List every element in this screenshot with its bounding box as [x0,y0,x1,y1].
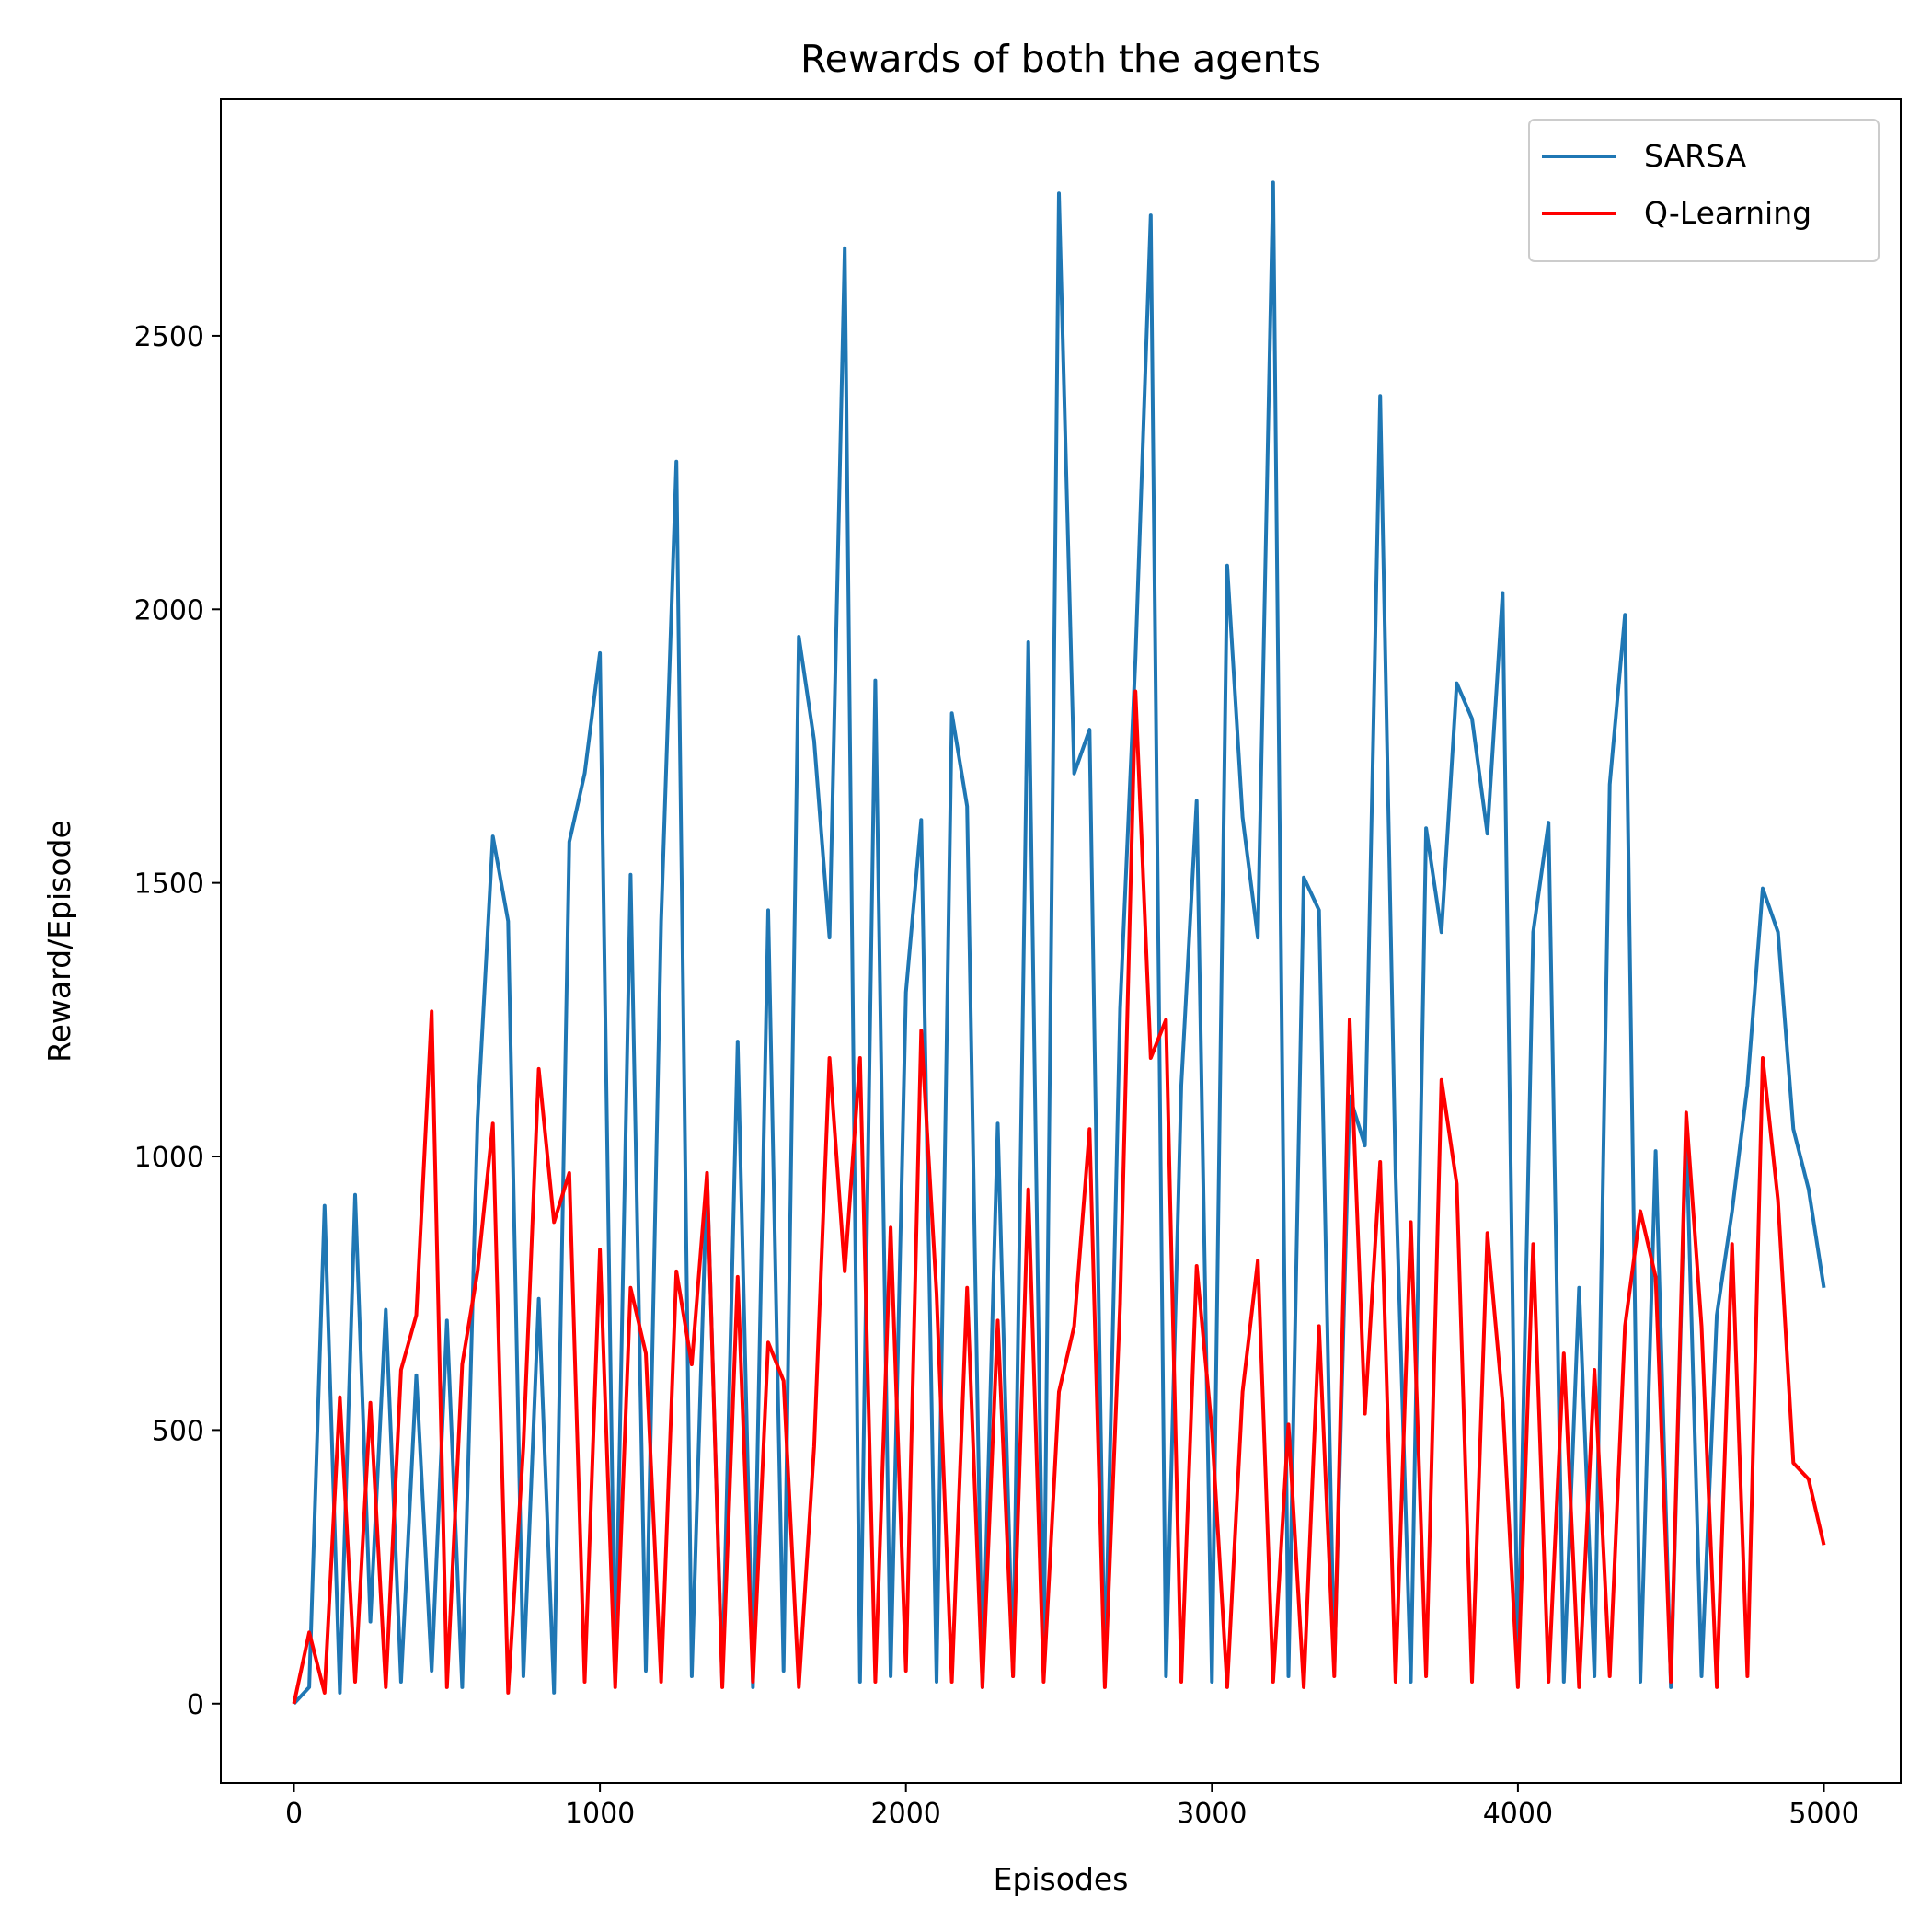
data-line [293,180,1826,1706]
data-line [292,689,1826,1705]
y-tick-label: 2500 [134,321,204,353]
x-tick-label: 2000 [871,1798,941,1830]
legend: SARSA Q-Learning [1528,119,1880,262]
y-tick-label: 0 [187,1689,204,1721]
plot-frame [220,98,1902,1784]
y-tick-label: 500 [152,1415,204,1447]
x-tick-label: 1000 [565,1798,635,1830]
x-tick-label: 0 [285,1798,303,1830]
y-tick-label: 1000 [134,1142,204,1174]
legend-box [1528,119,1880,262]
x-axis-label: Episodes [994,1861,1129,1897]
x-tick-label: 5000 [1788,1798,1858,1830]
x-tick-label: 4000 [1483,1798,1553,1830]
chart-title: Rewards of both the agents [800,37,1321,81]
y-tick-label: 1500 [134,868,204,901]
legend-label: SARSA [1644,138,1747,174]
legend-label: Q-Learning [1644,195,1811,231]
y-tick-label: 2000 [134,594,204,627]
x-tick-label: 3000 [1177,1798,1247,1830]
y-axis-label: Reward/Episode [41,820,77,1063]
